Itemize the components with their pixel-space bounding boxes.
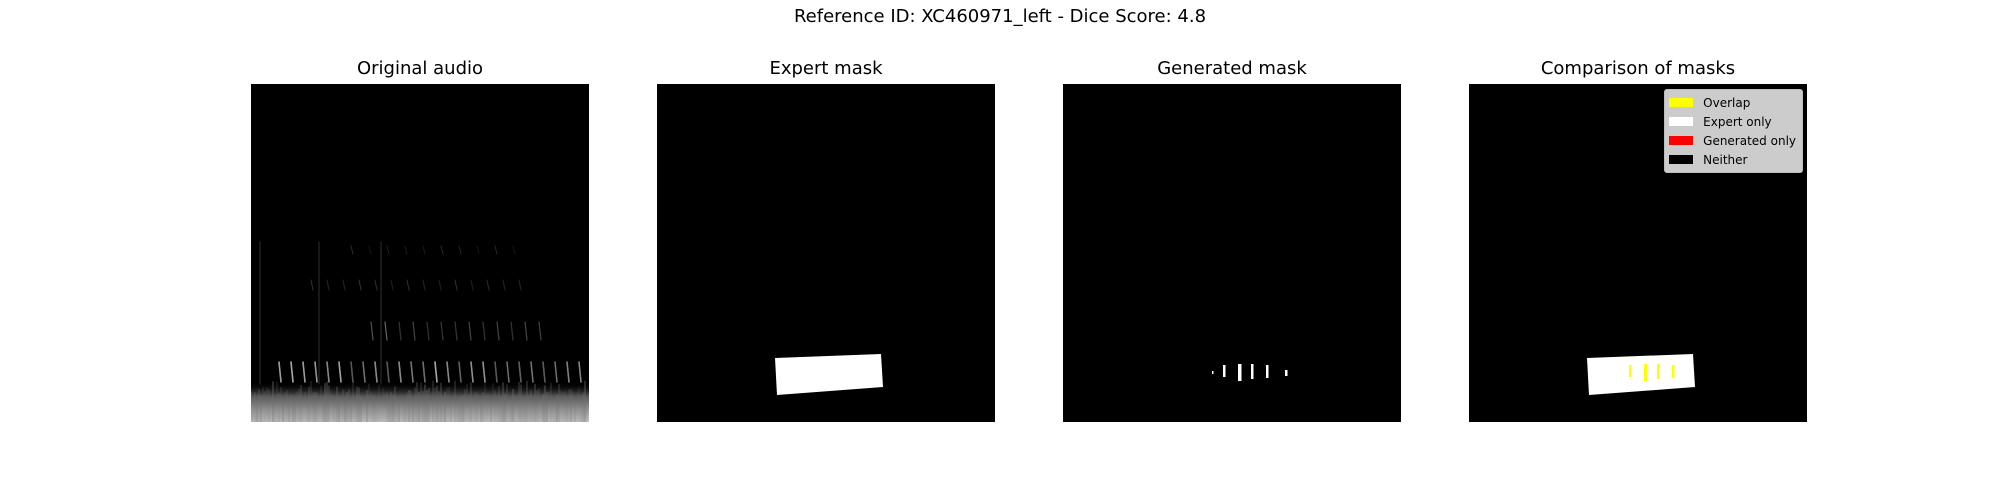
legend: Overlap Expert only Generated only Neith…: [1664, 89, 1803, 173]
comparison-title: Comparison of masks: [1540, 58, 1736, 79]
legend-item-neither: Neither: [1669, 150, 1796, 169]
legend-item-overlap: Overlap: [1669, 93, 1796, 112]
legend-swatch-generated-only: [1669, 136, 1694, 145]
legend-swatch-overlap: [1669, 98, 1694, 107]
generated-mask-title: Generated mask: [1157, 58, 1307, 79]
legend-swatch-expert-only: [1669, 117, 1694, 126]
spectrogram-image: [251, 84, 589, 422]
figure-title: Reference ID: XC460971_left - Dice Score…: [793, 6, 1207, 27]
original-audio-spectrogram: [251, 84, 589, 422]
legend-label-overlap: Overlap: [1703, 95, 1751, 110]
generated-mask-image: [1063, 84, 1401, 422]
legend-item-expert-only: Expert only: [1669, 112, 1796, 131]
expert-only-region: [1587, 354, 1695, 395]
legend-label-neither: Neither: [1703, 152, 1748, 167]
legend-label-generated-only: Generated only: [1703, 133, 1796, 148]
original-audio-title: Original audio: [356, 58, 484, 79]
expert-mask-title: Expert mask: [769, 58, 883, 79]
legend-swatch-neither: [1669, 155, 1694, 164]
legend-item-generated-only: Generated only: [1669, 131, 1796, 150]
generated-mask-regions: [1212, 364, 1288, 381]
comparison-image: Overlap Expert only Generated only Neith…: [1469, 84, 1807, 422]
overlap-regions: [1629, 364, 1675, 381]
expert-mask-region: [775, 354, 883, 395]
legend-label-expert-only: Expert only: [1703, 114, 1772, 129]
expert-mask-image: [657, 84, 995, 422]
